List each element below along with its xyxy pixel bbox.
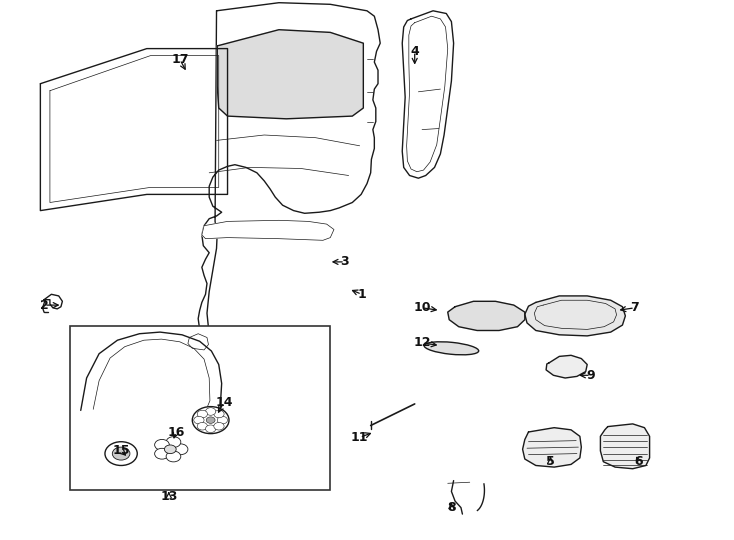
Circle shape (155, 440, 170, 450)
Polygon shape (525, 296, 625, 336)
Circle shape (206, 408, 216, 415)
Polygon shape (40, 49, 228, 211)
Text: 17: 17 (171, 53, 189, 66)
Text: 14: 14 (215, 396, 233, 409)
Text: 1: 1 (357, 288, 366, 301)
Bar (70, 326, 330, 490)
Circle shape (214, 410, 224, 418)
Circle shape (194, 416, 204, 424)
Text: 12: 12 (413, 336, 431, 349)
Polygon shape (202, 220, 334, 240)
Circle shape (197, 422, 208, 430)
Circle shape (105, 442, 137, 465)
Text: 9: 9 (586, 369, 595, 382)
Text: 8: 8 (447, 501, 456, 514)
Polygon shape (402, 11, 454, 178)
Text: 5: 5 (546, 455, 555, 468)
Text: 15: 15 (112, 444, 130, 457)
Circle shape (206, 425, 216, 433)
Circle shape (206, 417, 215, 423)
Polygon shape (217, 30, 363, 119)
Text: 7: 7 (631, 301, 639, 314)
Circle shape (217, 416, 228, 424)
Ellipse shape (424, 342, 479, 355)
Polygon shape (546, 355, 587, 378)
Polygon shape (523, 428, 581, 467)
Circle shape (164, 445, 176, 454)
Polygon shape (600, 424, 650, 469)
Text: 13: 13 (160, 490, 178, 503)
Text: 10: 10 (413, 301, 431, 314)
Text: 2: 2 (40, 299, 48, 312)
Circle shape (197, 410, 208, 418)
Circle shape (155, 448, 170, 459)
Polygon shape (448, 301, 525, 330)
Text: 6: 6 (634, 455, 643, 468)
Circle shape (173, 444, 188, 455)
Text: 16: 16 (167, 426, 185, 438)
Polygon shape (195, 3, 380, 386)
Text: 3: 3 (341, 255, 349, 268)
Circle shape (112, 447, 130, 460)
Text: 4: 4 (410, 45, 419, 58)
Circle shape (192, 407, 229, 434)
Circle shape (214, 422, 224, 430)
Circle shape (166, 437, 181, 448)
Text: 11: 11 (351, 431, 368, 444)
Circle shape (166, 451, 181, 462)
